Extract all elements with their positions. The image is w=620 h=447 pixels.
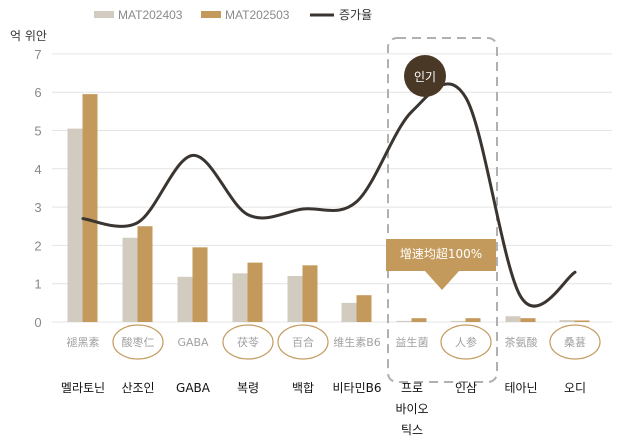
category-label-original: 褪黑素 — [67, 335, 100, 349]
category-label: 프로 바이오 틱스 — [395, 381, 428, 437]
legend: MAT202403 MAT202503 증가율 — [94, 8, 372, 22]
category-labels: 멜라토닌 산조인 GABA 복령 백합 비타민B6 프로 바이오 틱스 인삼 테아닌 오디 — [61, 381, 586, 437]
category-label-original: 酸枣仁 — [122, 335, 155, 349]
badge: 인기 — [404, 55, 446, 97]
highlight-box — [387, 37, 498, 383]
category-circle — [222, 324, 274, 360]
bar-mat202403-3 — [232, 273, 248, 322]
bar-mat202503-0 — [82, 94, 98, 323]
bar-mat202503-3 — [247, 262, 263, 322]
y-axis-ticks: 0 1 2 3 4 5 6 7 — [34, 47, 41, 330]
category-label: 멜라토닌 — [61, 381, 105, 395]
category-label: 오디 — [564, 381, 586, 395]
y-tick-label: 0 — [34, 315, 41, 330]
category-label-original: 维生素B6 — [333, 335, 381, 349]
category-circles — [112, 324, 601, 360]
legend-swatch-mat202403 — [94, 11, 114, 18]
category-label-original: 百合 — [292, 335, 314, 349]
legend-swatch-mat202503 — [201, 11, 221, 18]
bar-mat202503-8 — [520, 318, 536, 322]
category-circle — [440, 324, 492, 360]
category-label: 백합 — [292, 381, 314, 395]
y-tick-label: 4 — [34, 162, 41, 177]
bar-mat202503-4 — [302, 265, 318, 322]
y-tick-label: 3 — [34, 200, 41, 215]
category-label: 산조인 — [121, 381, 154, 395]
category-circle — [277, 324, 329, 360]
category-label-original: 桑葚 — [564, 336, 586, 349]
category-label-original: 人参 — [455, 335, 477, 349]
badge-text: 인기 — [414, 70, 436, 84]
growth-rate-line — [81, 82, 577, 308]
category-label-original: 益生菌 — [396, 335, 429, 349]
bar-mat202403-0 — [67, 128, 83, 322]
category-label: GABA — [176, 381, 211, 395]
y-tick-label: 2 — [34, 238, 41, 253]
y-tick-label: 6 — [34, 85, 41, 100]
category-circle — [112, 324, 164, 360]
category-label: 복령 — [237, 381, 259, 395]
bar-mat202403-8 — [505, 316, 521, 322]
bar-mat202403-1 — [122, 237, 138, 322]
banner-text: 增速均超100% — [400, 246, 482, 261]
category-label-original: 茶氨酸 — [505, 335, 538, 349]
category-labels-original: 褪黑素 酸枣仁 GABA 茯苓 百合 维生素B6 益生菌 人参 茶氨酸 桑葚 — [67, 335, 587, 349]
category-label-original: 茯苓 — [237, 335, 259, 349]
category-circle — [549, 324, 601, 360]
bar-mat202503-9 — [574, 320, 590, 322]
category-label: 테아닌 — [504, 381, 537, 395]
legend-label-mat202403: MAT202403 — [118, 8, 183, 22]
bar-mat202403-7 — [450, 320, 466, 322]
bars — [67, 94, 590, 323]
bar-mat202403-9 — [559, 320, 575, 322]
y-tick-label: 5 — [34, 124, 41, 139]
legend-label-growth: 증가율 — [339, 8, 372, 22]
bar-mat202503-7 — [465, 318, 481, 322]
growth-banner — [386, 239, 496, 290]
bar-mat202403-2 — [177, 276, 193, 322]
bar-mat202403-5 — [341, 302, 357, 322]
bar-mat202503-5 — [356, 295, 372, 322]
bar-mat202403-4 — [287, 276, 303, 322]
category-label: 비타민B6 — [333, 381, 382, 395]
legend-label-mat202503: MAT202503 — [225, 8, 290, 22]
bar-mat202503-1 — [137, 226, 153, 322]
category-label: 인삼 — [455, 381, 477, 395]
category-label-original: GABA — [177, 336, 209, 349]
y-tick-label: 7 — [34, 47, 41, 62]
y-axis-unit-label: 억 위안 — [10, 29, 47, 43]
bar-mat202503-2 — [192, 247, 208, 322]
y-tick-label: 1 — [34, 277, 41, 292]
bar-mat202403-6 — [396, 320, 412, 322]
bar-mat202503-6 — [411, 318, 427, 322]
banner: 增速均超100% — [386, 239, 496, 290]
popular-badge — [404, 55, 446, 97]
